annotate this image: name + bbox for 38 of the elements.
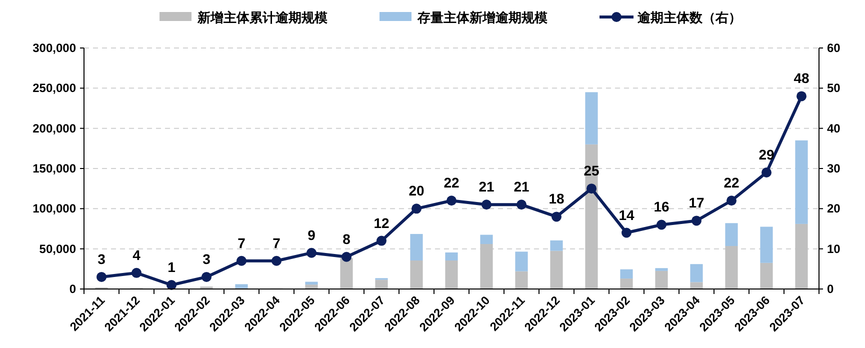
- data-label: 1: [168, 258, 176, 275]
- y2-tick-label: 60: [827, 41, 841, 55]
- data-label: 7: [272, 234, 281, 251]
- data-label: 22: [724, 174, 740, 191]
- legend-label: 逾期主体数（右）: [636, 10, 742, 25]
- y-tick-label: 0: [69, 282, 76, 296]
- data-label: 18: [548, 190, 564, 207]
- data-label: 3: [202, 250, 211, 267]
- data-label: 21: [478, 178, 494, 195]
- data-label: 12: [374, 214, 390, 231]
- data-label: 20: [408, 182, 424, 199]
- data-label: 4: [132, 246, 141, 263]
- data-label: 16: [654, 198, 670, 215]
- y-tick-label: 100,000: [32, 202, 76, 216]
- data-label: 9: [308, 226, 316, 243]
- legend-label: 存量主体新增逾期规模: [416, 10, 548, 25]
- y2-tick-label: 0: [827, 282, 834, 296]
- y-tick-label: 150,000: [32, 162, 76, 176]
- y-tick-label: 300,000: [32, 41, 76, 55]
- data-label: 29: [758, 146, 774, 163]
- data-label: 25: [584, 162, 600, 179]
- data-label: 17: [688, 194, 704, 211]
- data-label: 3: [98, 250, 106, 267]
- y2-tick-label: 10: [827, 242, 841, 256]
- data-label: 14: [618, 206, 634, 223]
- y2-tick-label: 20: [827, 202, 841, 216]
- legend-label: 新增主体累计逾期规模: [196, 10, 328, 25]
- data-label: 21: [514, 178, 530, 195]
- y2-tick-label: 30: [827, 162, 841, 176]
- data-label: 8: [342, 230, 351, 247]
- y2-tick-label: 40: [827, 121, 841, 136]
- y-tick-label: 250,000: [32, 81, 76, 96]
- data-label: 7: [238, 234, 246, 251]
- data-label: 22: [444, 174, 460, 191]
- y-tick-label: 200,000: [32, 121, 76, 136]
- data-label: 48: [794, 70, 810, 86]
- y2-tick-label: 50: [827, 81, 841, 96]
- y-tick-label: 50,000: [39, 242, 76, 256]
